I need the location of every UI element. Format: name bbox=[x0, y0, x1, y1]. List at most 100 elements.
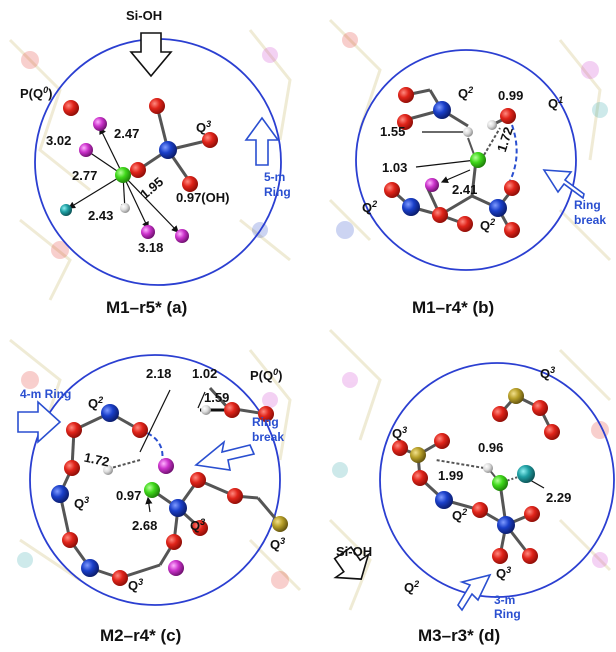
proton-atom bbox=[492, 475, 508, 491]
label-q3-right: Q3 bbox=[270, 536, 285, 552]
dist-3-18: 3.18 bbox=[138, 240, 163, 255]
silicon-atom bbox=[81, 559, 99, 577]
label-3m: 3-m bbox=[494, 593, 515, 607]
oxygen-atom bbox=[397, 114, 413, 130]
dist-1-55: 1.55 bbox=[380, 124, 405, 139]
hydrogen-atom bbox=[103, 465, 113, 475]
dist-2-29: 2.29 bbox=[546, 490, 571, 505]
oxygen-atom bbox=[132, 422, 148, 438]
oxygen-atom bbox=[457, 216, 473, 232]
panel-b-circle bbox=[355, 49, 577, 271]
panel-b-atoms bbox=[384, 87, 520, 238]
oxygen-atom bbox=[434, 433, 450, 449]
cyan-atom bbox=[60, 204, 72, 216]
label-q2-c: Q2 bbox=[88, 395, 103, 411]
silicon-atom bbox=[159, 141, 177, 159]
dist-2-18: 2.18 bbox=[146, 366, 171, 381]
dist-0-97-oh: 0.97(OH) bbox=[176, 190, 229, 205]
oxygen-atom bbox=[544, 424, 560, 440]
ring-arrow-icon bbox=[17, 400, 62, 444]
ring-break-arrow-icon bbox=[542, 169, 585, 200]
panel-c: 2.18 1.02 P(Q0) 4-m Ring Q2 1.59 Ring br… bbox=[17, 354, 288, 606]
oxygen-atom bbox=[64, 460, 80, 476]
oxygen-atom bbox=[492, 548, 508, 564]
label-q2-bottom-d: Q2 bbox=[404, 579, 419, 595]
label-break-c: break bbox=[252, 430, 284, 444]
oxygen-atom bbox=[398, 87, 414, 103]
oxygen-atom bbox=[532, 400, 548, 416]
sodium-atom bbox=[93, 117, 107, 131]
phosphorus-atom bbox=[508, 388, 524, 404]
sodium-atom bbox=[168, 560, 184, 576]
label-q3-mid: Q3 bbox=[190, 517, 205, 533]
ring-break-arrow-icon bbox=[194, 439, 256, 471]
proton-atom bbox=[115, 167, 131, 183]
label-ring-c: Ring bbox=[252, 415, 279, 429]
ring-arrow-icon bbox=[457, 573, 492, 612]
dist-2-47: 2.47 bbox=[114, 126, 139, 141]
background-lattice bbox=[8, 18, 612, 611]
oxygen-atom bbox=[472, 502, 488, 518]
oxygen-atom bbox=[412, 470, 428, 486]
oxygen-atom bbox=[492, 406, 508, 422]
oxygen-atom bbox=[66, 422, 82, 438]
oxygen-atom bbox=[500, 108, 516, 124]
label-4m-ring: 4-m Ring bbox=[20, 387, 71, 401]
label-q2-right: Q2 bbox=[480, 217, 495, 233]
hydrogen-atom bbox=[487, 120, 497, 130]
dist-1-72-c: 1.72 bbox=[83, 450, 111, 470]
dist-1-95: 1.95 bbox=[137, 174, 166, 202]
panel-c-circle bbox=[29, 354, 281, 606]
cyan-atom bbox=[517, 465, 535, 483]
silicon-atom bbox=[435, 491, 453, 509]
hydrogen-atom bbox=[120, 203, 130, 213]
oxygen-atom bbox=[112, 570, 128, 586]
oxygen-atom bbox=[504, 222, 520, 238]
label-q3-top-d: Q3 bbox=[540, 365, 555, 381]
phosphorus-atom bbox=[272, 516, 288, 532]
label-q3-left-d: Q3 bbox=[392, 425, 407, 441]
oxygen-atom bbox=[392, 440, 408, 456]
panel-d-circle bbox=[379, 362, 615, 598]
oxygen-atom bbox=[166, 534, 182, 550]
oxygen-atom bbox=[522, 548, 538, 564]
oxygen-atom bbox=[524, 506, 540, 522]
oxygen-atom bbox=[224, 402, 240, 418]
oxygen-atom bbox=[227, 488, 243, 504]
panel-c-atoms bbox=[51, 402, 288, 586]
oxygen-atom bbox=[62, 532, 78, 548]
label-q3-bottom: Q3 bbox=[128, 577, 143, 593]
silicon-atom bbox=[497, 516, 515, 534]
caption-b: M1–r4* (b) bbox=[412, 298, 495, 317]
label-break-b: break bbox=[574, 213, 606, 227]
caption-d: M3–r3* (d) bbox=[418, 626, 501, 645]
silicon-atom bbox=[51, 485, 69, 503]
oxygen-atom bbox=[384, 182, 400, 198]
dist-3-02: 3.02 bbox=[46, 133, 71, 148]
label-p-q0: P(Q0) bbox=[20, 85, 52, 101]
oxygen-atom bbox=[192, 520, 208, 536]
hydrogen-atom bbox=[483, 463, 493, 473]
hydrogen-atom bbox=[201, 405, 211, 415]
dist-1-59: 1.59 bbox=[204, 390, 229, 405]
sodium-atom bbox=[158, 458, 174, 474]
silicon-atom bbox=[169, 499, 187, 517]
label-5m: 5-m bbox=[264, 170, 285, 184]
sodium-atom bbox=[175, 229, 189, 243]
oxygen-atom bbox=[149, 98, 165, 114]
oxygen-atom bbox=[130, 162, 146, 178]
label-ring-b: Ring bbox=[574, 198, 601, 212]
label-si-oh: Si-OH bbox=[126, 8, 162, 23]
dist-1-03: 1.03 bbox=[382, 160, 407, 175]
caption-a: M1–r5* (a) bbox=[106, 298, 188, 317]
si-oh-arrow-icon bbox=[129, 32, 173, 78]
panel-b: Q2 0.99 Q1 1.55 1.72 1.03 2.41 Q2 Q2 Rin… bbox=[355, 49, 606, 271]
oxygen-atom bbox=[182, 176, 198, 192]
proton-atom bbox=[144, 482, 160, 498]
dist-0-96: 0.96 bbox=[478, 440, 503, 455]
oxygen-atom bbox=[190, 472, 206, 488]
ring-arrow-icon bbox=[244, 116, 280, 166]
label-ring-a: Ring bbox=[264, 185, 291, 199]
